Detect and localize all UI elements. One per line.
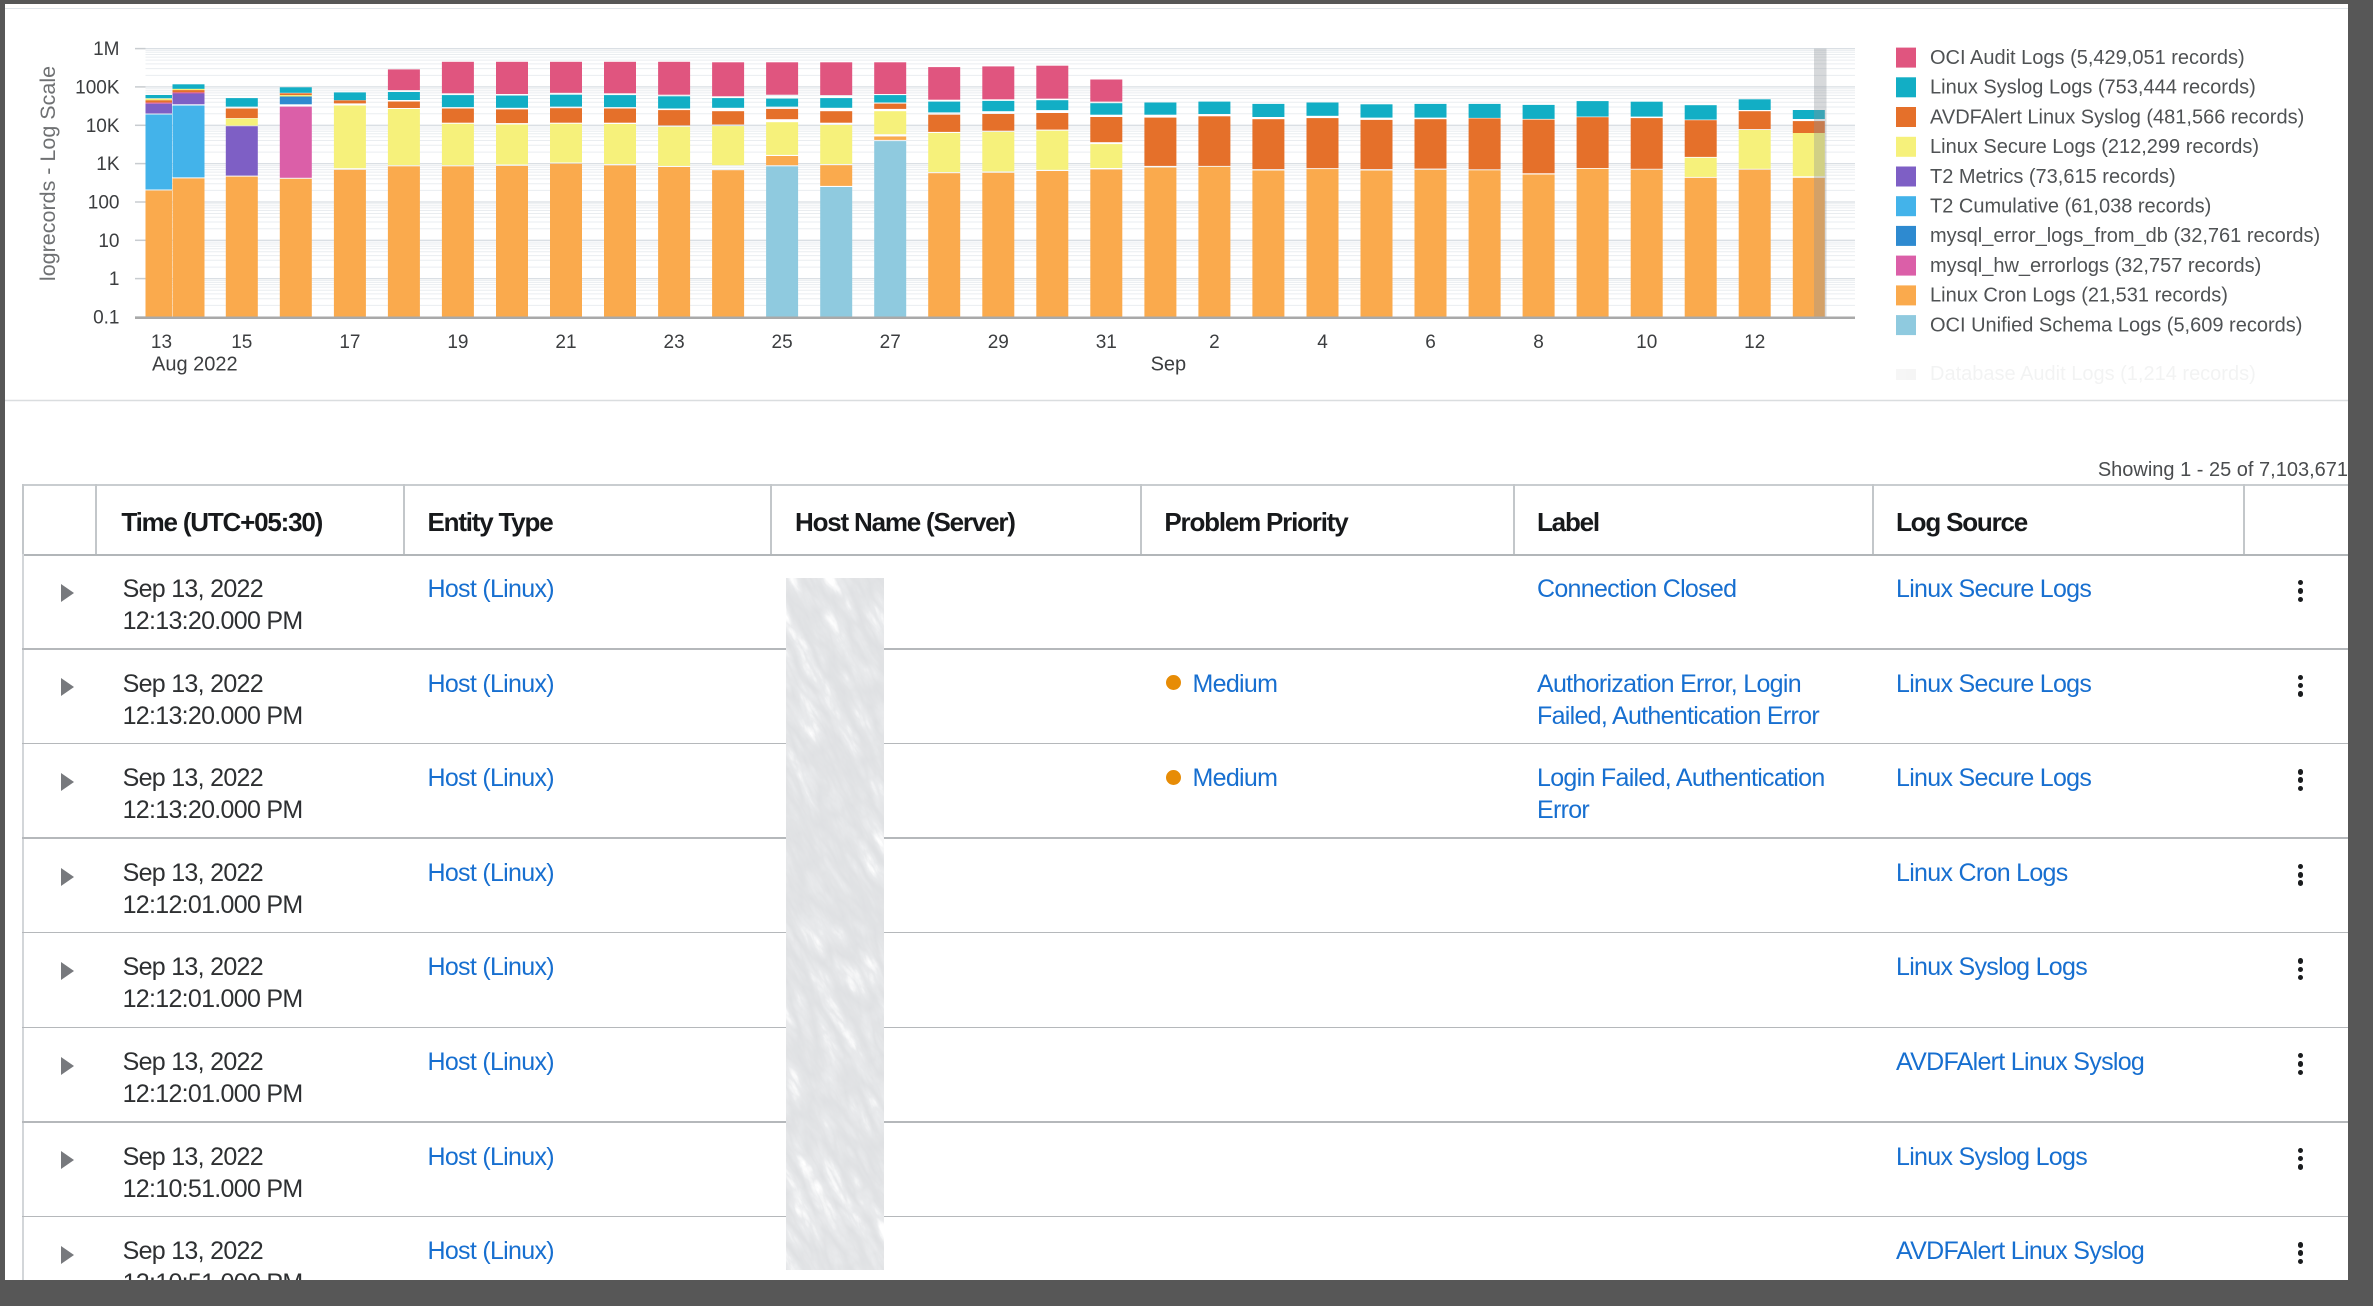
svg-text:1: 1 <box>109 269 120 290</box>
svg-text:10K: 10K <box>86 116 120 137</box>
svg-text:mysql_hw_errorlogs (32,757 rec: mysql_hw_errorlogs (32,757 records) <box>1930 255 2261 277</box>
svg-text:10: 10 <box>1636 332 1657 353</box>
svg-text:Aug 2022: Aug 2022 <box>152 353 238 375</box>
svg-text:31: 31 <box>1096 332 1117 353</box>
svg-text:1M: 1M <box>93 39 119 60</box>
svg-text:21: 21 <box>555 332 576 353</box>
svg-text:Sep: Sep <box>1151 353 1187 375</box>
svg-text:OCI Audit Logs (5,429,051 reco: OCI Audit Logs (5,429,051 records) <box>1930 47 2245 69</box>
svg-text:29: 29 <box>988 332 1009 353</box>
svg-text:100K: 100K <box>75 77 120 98</box>
svg-text:27: 27 <box>880 332 901 353</box>
svg-text:19: 19 <box>447 332 468 353</box>
svg-text:T2 Cumulative (61,038 records): T2 Cumulative (61,038 records) <box>1930 196 2211 218</box>
svg-text:mysql_error_logs_from_db (32,7: mysql_error_logs_from_db (32,761 records… <box>1930 225 2320 247</box>
svg-text:17: 17 <box>339 332 360 353</box>
svg-text:1K: 1K <box>96 154 120 175</box>
svg-text:T2 Metrics (73,615 records): T2 Metrics (73,615 records) <box>1930 166 2176 188</box>
svg-text:12: 12 <box>1744 332 1765 353</box>
svg-text:8: 8 <box>1533 332 1544 353</box>
svg-text:Linux Cron Logs (21,531 record: Linux Cron Logs (21,531 records) <box>1930 285 2228 307</box>
svg-text:AVDFAlert Linux Syslog (481,56: AVDFAlert Linux Syslog (481,566 records) <box>1930 106 2304 128</box>
svg-text:2: 2 <box>1209 332 1220 353</box>
svg-text:6: 6 <box>1425 332 1436 353</box>
svg-text:13: 13 <box>151 332 172 353</box>
svg-text:23: 23 <box>664 332 685 353</box>
svg-text:15: 15 <box>231 332 252 353</box>
svg-text:Linux Syslog Logs (753,444 rec: Linux Syslog Logs (753,444 records) <box>1930 77 2256 99</box>
svg-text:0.1: 0.1 <box>93 308 119 329</box>
svg-text:25: 25 <box>772 332 793 353</box>
svg-text:OCI Unified Schema Logs (5,609: OCI Unified Schema Logs (5,609 records) <box>1930 314 2302 336</box>
svg-text:10: 10 <box>98 231 119 252</box>
svg-text:logrecords - Log Scale: logrecords - Log Scale <box>36 66 60 281</box>
svg-text:Database Audit Logs (1,214 rec: Database Audit Logs (1,214 records) <box>1930 363 2256 385</box>
svg-text:100: 100 <box>88 193 120 214</box>
svg-text:Linux Secure Logs (212,299 rec: Linux Secure Logs (212,299 records) <box>1930 136 2259 158</box>
svg-text:4: 4 <box>1317 332 1328 353</box>
